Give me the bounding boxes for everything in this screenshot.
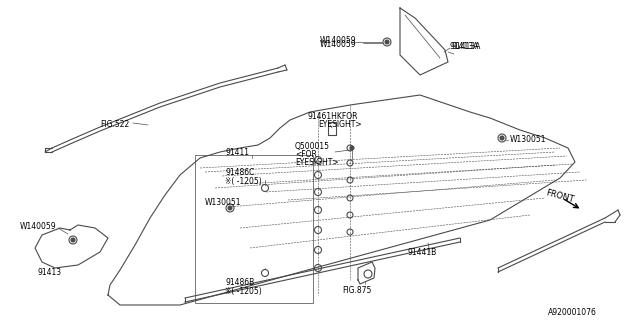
- Text: FIG.875: FIG.875: [342, 286, 371, 295]
- Text: W140059: W140059: [320, 36, 356, 45]
- Text: ※( -1205): ※( -1205): [225, 177, 262, 186]
- Circle shape: [500, 136, 504, 140]
- Text: EYESIGHT>: EYESIGHT>: [295, 158, 339, 167]
- Circle shape: [350, 146, 354, 150]
- Text: <FOR: <FOR: [295, 150, 317, 159]
- Text: W140059: W140059: [320, 40, 356, 49]
- Text: 91461HKFOR: 91461HKFOR: [308, 112, 358, 121]
- Text: W130051: W130051: [510, 135, 547, 144]
- Text: FIG.522: FIG.522: [100, 120, 129, 129]
- Text: FRONT: FRONT: [545, 188, 575, 204]
- Text: 91413A: 91413A: [452, 42, 481, 51]
- Circle shape: [385, 40, 389, 44]
- Text: 91411: 91411: [225, 148, 249, 157]
- Circle shape: [228, 206, 232, 210]
- Bar: [195, 155, 313, 303]
- Text: 91486C: 91486C: [225, 168, 254, 177]
- Text: ※( -1205): ※( -1205): [225, 287, 262, 296]
- Text: 91413: 91413: [38, 268, 62, 277]
- Text: Q500015: Q500015: [295, 142, 330, 151]
- Circle shape: [71, 238, 75, 242]
- Text: W130051: W130051: [205, 198, 241, 207]
- Text: 91486B: 91486B: [225, 278, 254, 287]
- Text: EYESIGHT>: EYESIGHT>: [318, 120, 362, 129]
- Text: W140059: W140059: [20, 222, 56, 231]
- Text: A920001076: A920001076: [548, 308, 597, 317]
- Text: 91441B: 91441B: [408, 248, 437, 257]
- Text: 91413A: 91413A: [450, 42, 479, 51]
